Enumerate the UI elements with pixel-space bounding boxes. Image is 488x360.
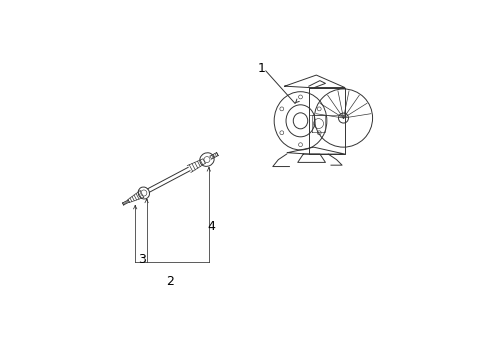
Text: 2: 2 [166,275,174,288]
Ellipse shape [200,153,214,166]
Text: 4: 4 [207,220,215,233]
Ellipse shape [138,187,149,199]
Text: 1: 1 [257,62,265,75]
Text: 3: 3 [138,253,146,266]
